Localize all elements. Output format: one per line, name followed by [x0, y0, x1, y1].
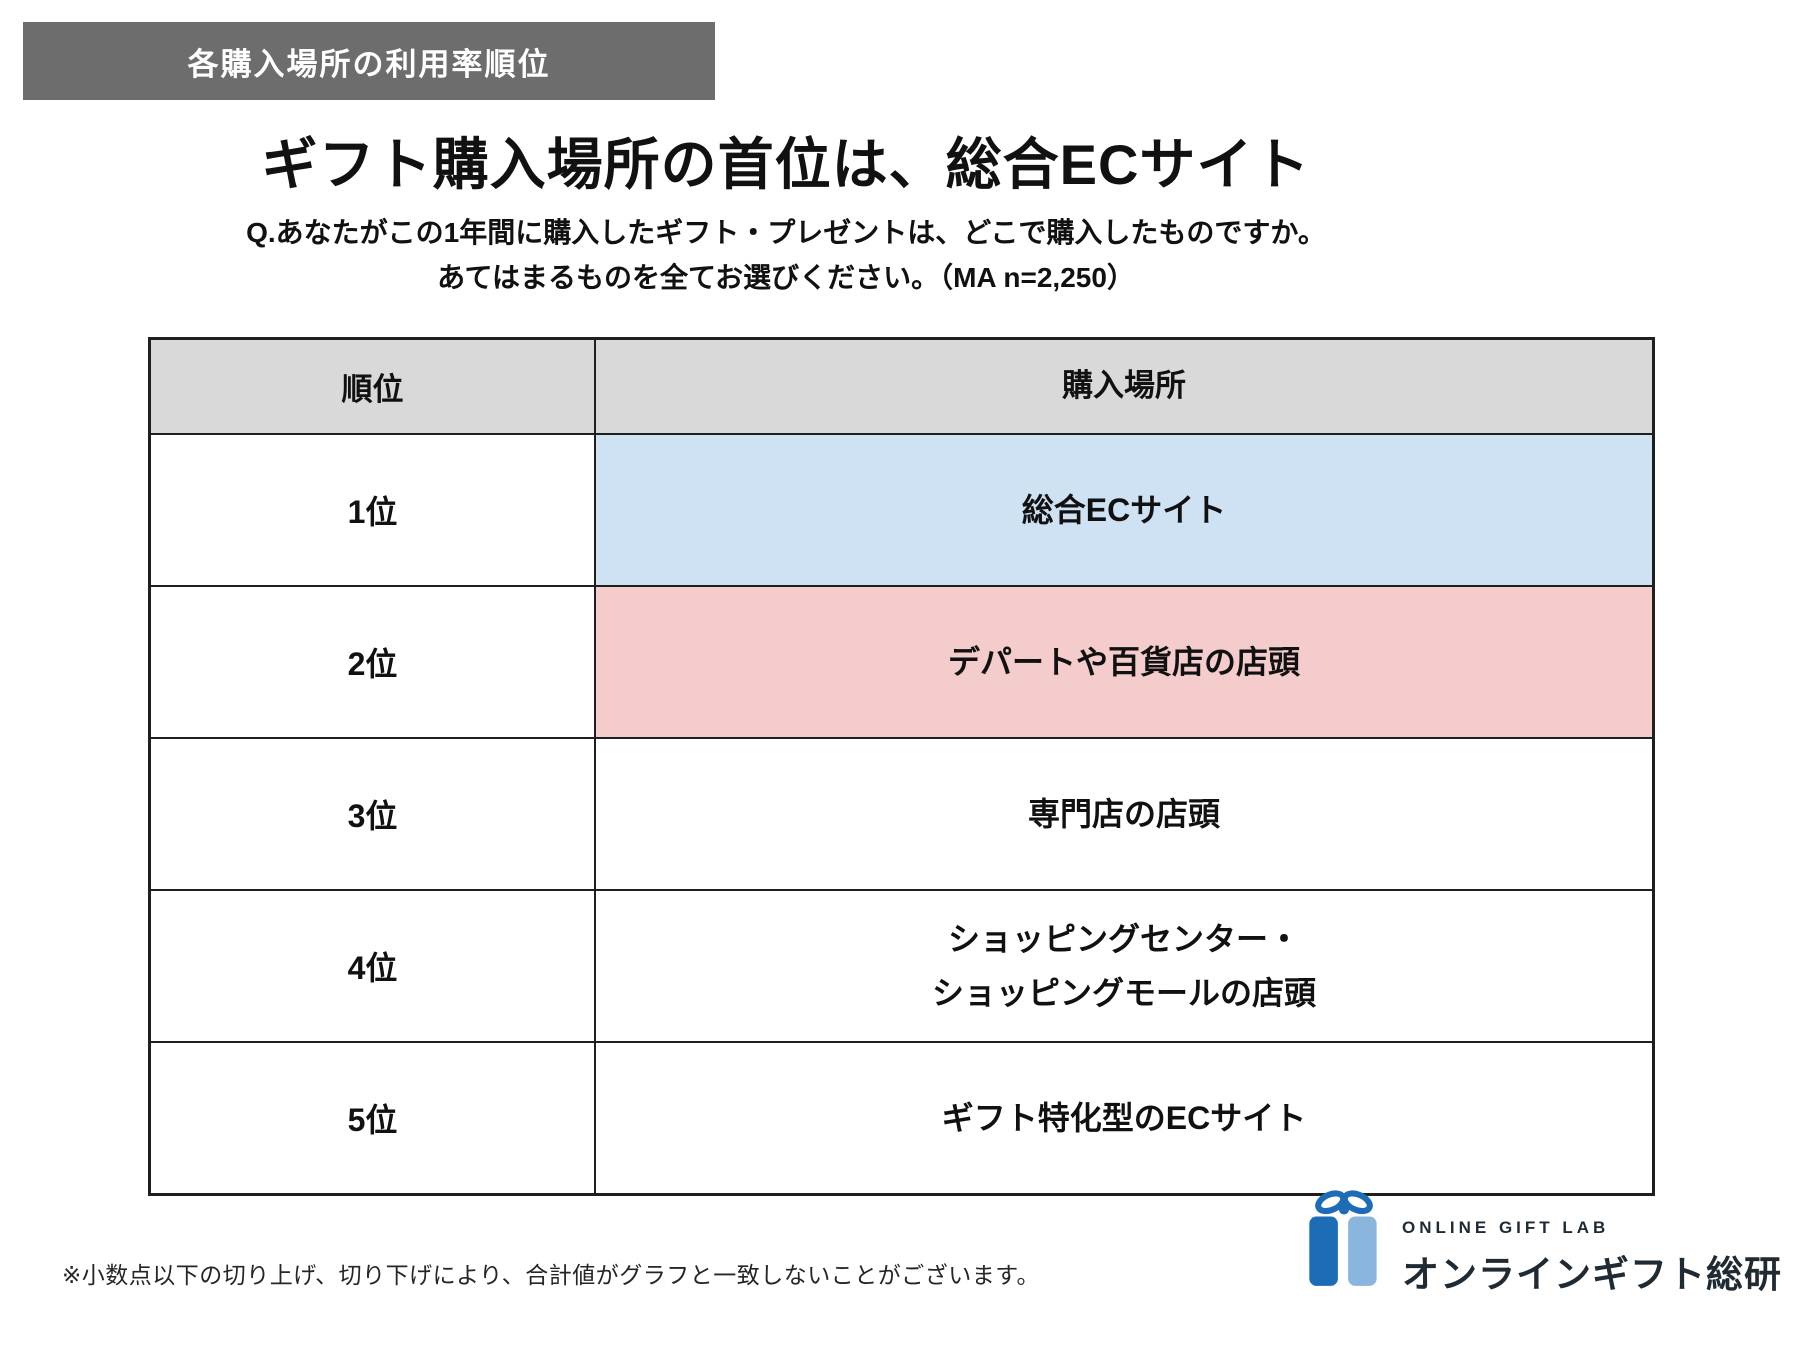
table-row: 5位 ギフト特化型のECサイト: [151, 1041, 1652, 1193]
survey-question: Q.あなたがこの1年間に購入したギフト・プレゼントは、どこで購入したものですか。…: [246, 217, 1326, 294]
table-row: 4位 ショッピングセンター・ ショッピングモールの店頭: [151, 889, 1652, 1041]
place-cell: 総合ECサイト: [596, 435, 1652, 585]
table-header-row: 順位 購入場所: [151, 340, 1652, 433]
brand-name-jp: オンラインギフト総研: [1402, 1254, 1782, 1295]
rank-cell: 3位: [151, 739, 596, 889]
brand-text: ONLINE GIFT LAB オンラインギフト総研: [1402, 1190, 1782, 1298]
section-badge: 各購入場所の利用率順位: [23, 22, 715, 100]
rank-cell: 5位: [151, 1043, 596, 1193]
footnote: ※小数点以下の切り上げ、切り下げにより、合計値がグラフと一致しないことがございま…: [62, 1262, 1040, 1288]
table-row: 2位 デパートや百貨店の店頭: [151, 585, 1652, 737]
place-cell: 専門店の店頭: [596, 739, 1652, 889]
rank-cell: 1位: [151, 435, 596, 585]
table-row: 3位 専門店の店頭: [151, 737, 1652, 889]
place-cell: デパートや百貨店の店頭: [596, 587, 1652, 737]
page-title: ギフト購入場所の首位は、総合ECサイト: [261, 133, 1311, 196]
gift-icon: [1309, 1190, 1377, 1286]
place-cell: ショッピングセンター・ ショッピングモールの店頭: [596, 891, 1652, 1041]
rank-cell: 2位: [151, 587, 596, 737]
rank-cell: 4位: [151, 891, 596, 1041]
place-cell: ギフト特化型のECサイト: [596, 1043, 1652, 1193]
brand-name-en: ONLINE GIFT LAB: [1402, 1218, 1610, 1237]
table-row: 1位 総合ECサイト: [151, 433, 1652, 585]
table-header-place: 購入場所: [596, 340, 1652, 433]
ranking-table: 順位 購入場所 1位 総合ECサイト 2位 デパートや百貨店の店頭 3位 専門店…: [148, 337, 1655, 1196]
table-header-rank: 順位: [151, 340, 596, 433]
brand-logo: ONLINE GIFT LAB オンラインギフト総研: [1306, 1190, 1782, 1298]
